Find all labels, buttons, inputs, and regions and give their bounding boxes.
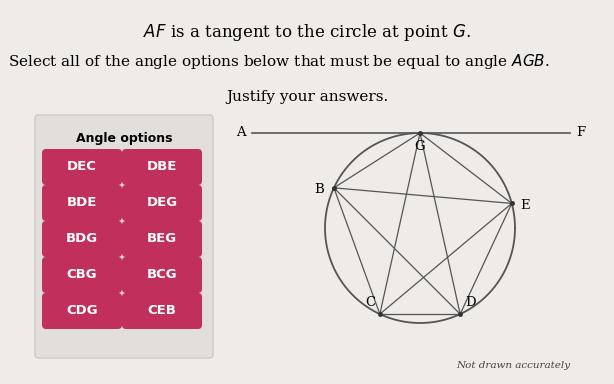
FancyBboxPatch shape: [42, 185, 122, 221]
Text: BDG: BDG: [66, 232, 98, 245]
Text: DEG: DEG: [146, 197, 177, 210]
Text: Justify your answers.: Justify your answers.: [226, 90, 388, 104]
Text: CBG: CBG: [67, 268, 97, 281]
Text: F: F: [576, 126, 585, 139]
Text: CEB: CEB: [147, 305, 176, 318]
Text: A: A: [236, 126, 246, 139]
Text: DEC: DEC: [67, 161, 97, 174]
Text: Not drawn accurately: Not drawn accurately: [456, 361, 570, 370]
Text: BEG: BEG: [147, 232, 177, 245]
Text: BDE: BDE: [67, 197, 97, 210]
FancyBboxPatch shape: [122, 221, 202, 257]
FancyBboxPatch shape: [42, 293, 122, 329]
Text: DBE: DBE: [147, 161, 177, 174]
FancyBboxPatch shape: [42, 257, 122, 293]
FancyBboxPatch shape: [122, 257, 202, 293]
FancyBboxPatch shape: [122, 185, 202, 221]
Text: E: E: [520, 199, 530, 212]
Text: $AF$ is a tangent to the circle at point $G$.: $AF$ is a tangent to the circle at point…: [143, 22, 471, 43]
Text: C: C: [365, 296, 375, 309]
Text: Angle options: Angle options: [76, 132, 173, 145]
Text: BCG: BCG: [147, 268, 177, 281]
Text: G: G: [414, 141, 426, 154]
FancyBboxPatch shape: [35, 115, 213, 358]
FancyBboxPatch shape: [42, 149, 122, 185]
Text: Select all of the angle options below that must be equal to angle $AGB$.: Select all of the angle options below th…: [8, 52, 550, 71]
Text: D: D: [465, 296, 475, 309]
Text: CDG: CDG: [66, 305, 98, 318]
Text: B: B: [314, 183, 324, 196]
FancyBboxPatch shape: [122, 149, 202, 185]
FancyBboxPatch shape: [42, 221, 122, 257]
FancyBboxPatch shape: [122, 293, 202, 329]
